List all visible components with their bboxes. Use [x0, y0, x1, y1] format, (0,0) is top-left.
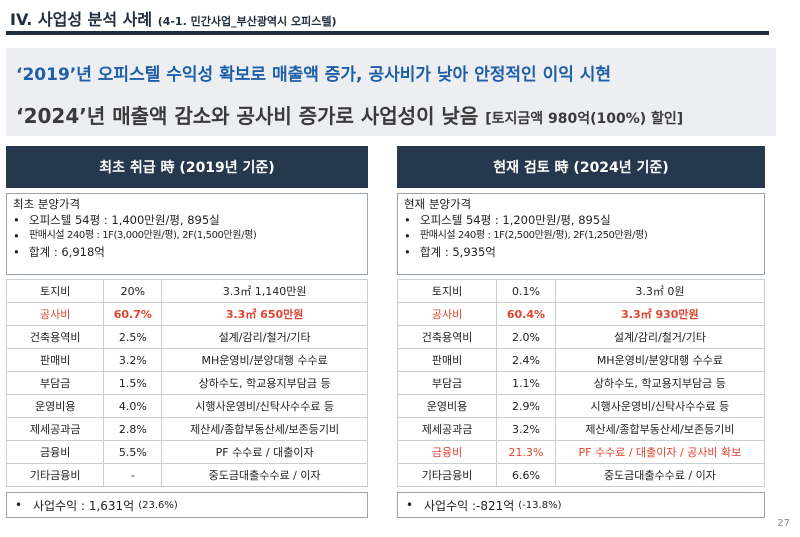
- table-row: 금융비 5.5% PF 수수료 / 대출이자: [5, 440, 368, 464]
- table-row: 제세공과금 2.8% 제산세/종합부동산세/보존등기비: [5, 417, 368, 441]
- table-row: 제세공과금 3.2% 제산세/종합부동산세/보존등기비: [396, 417, 766, 441]
- table-row: 운영비용 4.0% 시행사운영비/신탁사수수료 등: [5, 394, 368, 418]
- table-row: 기타금융비 6.6% 중도금대출수수료 / 이자: [396, 463, 766, 487]
- cost-table-2024: 토지비 0.1% 3.3㎡ 0원 공사비 60.4% 3.3㎡ 930만원 건축용역비 2…: [396, 279, 766, 487]
- title-divider: [6, 31, 769, 35]
- panel-2024: 현재 검토 時 (2024년 기준) 현재 분양가격 • 오피스텔 54평 : 1…: [396, 146, 766, 487]
- profit-percent: (-13.8%): [518, 499, 562, 511]
- panel-header-2019: 최초 취급 時 (2019년 기준): [6, 146, 368, 188]
- panel-header-2024: 현재 검토 時 (2024년 기준): [397, 146, 765, 188]
- panel-2019: 최초 취급 時 (2019년 기준) 최초 분양가격 • 오피스텔 54평 : 1…: [5, 146, 368, 487]
- price-bullet: • 판매시설 240평 : 1F(2,500만원/평), 2F(1,250만원/평…: [404, 229, 648, 243]
- table-row: 토지비 0.1% 3.3㎡ 0원: [396, 279, 766, 303]
- profit-label: 사업수익 : 1,631억: [33, 498, 135, 513]
- price-bullet: • 오피스텔 54평 : 1,400만원/평, 895실: [13, 213, 220, 227]
- table-row: 판매비 3.2% MH운영비/분양대행 수수료: [5, 348, 368, 372]
- price-box-2024: 현재 분양가격 • 오피스텔 54평 : 1,200만원/평, 895실 • 판매시…: [397, 193, 765, 275]
- price-bullet: • 판매시설 240평 : 1F(3,000만원/평), 2F(1,500만원/평…: [13, 229, 257, 243]
- table-row: 판매비 2.4% MH운영비/분양대행 수수료: [396, 348, 766, 372]
- price-bullet: • 합계 : 6,918억: [13, 245, 105, 259]
- table-row: 운영비용 2.9% 시행사운영비/신탁사수수료 등: [396, 394, 766, 418]
- summary-line-2019: ‘2019’년 오피스텔 수익성 확보로 매출액 증가, 공사비가 낮아 안정적…: [16, 65, 612, 85]
- table-row: 토지비 20% 3.3㎡ 1,140만원: [5, 279, 368, 303]
- summary-line-2024-main: ‘2024’년 매출액 감소와 공사비 증가로 사업성이 낮음: [16, 104, 479, 128]
- price-title: 최초 분양가격: [13, 197, 81, 211]
- summary-box: ‘2019’년 오피스텔 수익성 확보로 매출액 증가, 공사비가 낮아 안정적…: [6, 48, 776, 136]
- profit-percent: (23.6%): [138, 499, 178, 511]
- page-number: 27: [777, 518, 790, 529]
- table-row: 공사비 60.7% 3.3㎡ 650만원: [5, 302, 368, 326]
- summary-line-2024-note: [토지금액 980억(100%) 할인]: [485, 111, 684, 127]
- profit-box-2019: • 사업수익 : 1,631억 (23.6%): [6, 492, 368, 518]
- price-title: 현재 분양가격: [404, 197, 472, 211]
- table-row: 건축용역비 2.5% 설계/감리/철거/기타: [5, 325, 368, 349]
- table-row: 공사비 60.4% 3.3㎡ 930만원: [396, 302, 766, 326]
- bullet: •: [406, 498, 414, 512]
- price-bullet: • 합계 : 5,935억: [404, 245, 496, 259]
- table-row: 건축용역비 2.0% 설계/감리/철거/기타: [396, 325, 766, 349]
- cost-table-2019: 토지비 20% 3.3㎡ 1,140만원 공사비 60.7% 3.3㎡ 650만원 건축…: [5, 279, 368, 487]
- price-box-2019: 최초 분양가격 • 오피스텔 54평 : 1,400만원/평, 895실 • 판매시…: [6, 193, 368, 275]
- title-text: IV. 사업성 분석 사례: [10, 10, 153, 29]
- table-row: 부담금 1.1% 상하수도, 학교용지부담금 등: [396, 371, 766, 395]
- title-subtitle: (4-1. 민간사업_부산광역시 오피스텔): [157, 15, 337, 28]
- price-bullet: • 오피스텔 54평 : 1,200만원/평, 895실: [404, 213, 611, 227]
- profit-box-2024: • 사업수익 :-821억 (-13.8%): [397, 492, 765, 518]
- summary-line-2024: ‘2024’년 매출액 감소와 공사비 증가로 사업성이 낮음 [토지금액 98…: [16, 100, 683, 129]
- page-title: IV. 사업성 분석 사례 (4-1. 민간사업_부산광역시 오피스텔): [10, 6, 337, 30]
- profit-label: 사업수익 :-821억: [424, 498, 515, 513]
- bullet: •: [15, 498, 23, 512]
- table-row: 금융비 21.3% PF 수수료 / 대출이자 / 공사비 확보: [396, 440, 766, 464]
- table-row: 기타금융비 - 중도금대출수수료 / 이자: [5, 463, 368, 487]
- table-row: 부담금 1.5% 상하수도, 학교용지부담금 등: [5, 371, 368, 395]
